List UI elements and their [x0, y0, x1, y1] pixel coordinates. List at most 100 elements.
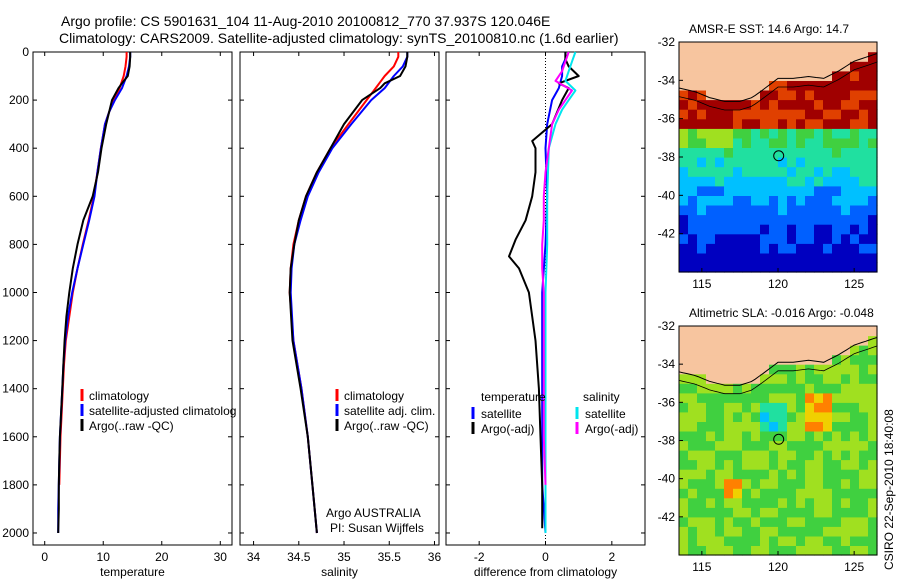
sst_map-cell — [778, 118, 788, 129]
sla_map-cell — [733, 392, 743, 403]
sla_map-cell — [706, 478, 716, 489]
sla_map-cell — [688, 459, 698, 470]
sla_map-cell — [760, 345, 770, 356]
sst_map-cell — [688, 42, 698, 53]
sst_map-cell — [715, 185, 725, 196]
sla_map-cell — [715, 354, 725, 365]
sst_map-cell — [805, 185, 815, 196]
sst_map-cell — [832, 89, 842, 101]
sla_map-cell — [679, 488, 689, 499]
sst_map-cell — [706, 118, 716, 129]
sla_map-cell — [841, 535, 851, 546]
sla_map-cell — [850, 497, 860, 508]
sla_map-cell — [832, 383, 842, 394]
sst_map-cell — [796, 89, 806, 101]
sla_map-cell — [823, 402, 833, 413]
sla_map-cell — [850, 392, 860, 403]
sla_map-cell — [688, 488, 698, 499]
sst_map-xtick-label: 120 — [768, 277, 788, 291]
sst_map-cell — [760, 252, 770, 263]
sst_map-cell — [832, 157, 842, 168]
sla_map-cell — [733, 364, 743, 375]
sla_map-cell — [841, 373, 851, 384]
sst_map-cell — [688, 109, 698, 120]
sla_map-cell — [796, 545, 806, 556]
sst_map-cell — [832, 252, 842, 263]
sst_map-cell — [796, 166, 806, 177]
sla_map-cell — [733, 497, 743, 508]
sst_map-cell — [733, 195, 743, 206]
sla_map-cell — [850, 345, 860, 356]
sla_map-cell — [724, 440, 734, 451]
sla_map-cell — [769, 516, 779, 527]
sla_map-cell — [697, 459, 707, 470]
sst_map-cell — [850, 118, 860, 129]
temperature-series-line-2 — [57, 52, 132, 534]
sst_map-cell — [751, 99, 761, 110]
sla_map-cell — [742, 450, 752, 461]
sst_map-ytick-label: -32 — [658, 35, 676, 49]
sla_map-cell — [742, 488, 752, 499]
sla_map-cell — [841, 516, 851, 527]
sla_map-cell — [724, 364, 734, 375]
sst_map-cell — [868, 214, 878, 225]
sla_map-cell — [706, 459, 716, 470]
sla_map-cell — [769, 488, 779, 499]
sst_map-cell — [760, 176, 770, 187]
sst_map-cell — [859, 214, 869, 225]
sla_map-cell — [742, 373, 752, 384]
sla_map-cell — [688, 440, 698, 451]
sst_map-cell — [859, 157, 869, 168]
panels-layer: 0 10 20 30020040060080010001200140016001800… — [2, 22, 878, 579]
sla_map-cell — [796, 373, 806, 384]
difference-legend-heading: temperature — [481, 390, 546, 404]
sla_map-cell — [679, 373, 689, 384]
sla_map-cell — [742, 402, 752, 413]
sla_map-cell — [841, 411, 851, 422]
sla_map-cell — [742, 364, 752, 375]
sst_map-cell — [742, 42, 752, 53]
sst_map-cell — [796, 195, 806, 206]
sst_map-cell — [742, 70, 752, 81]
sst_map-cell — [724, 185, 734, 196]
sla_map-cell — [769, 411, 779, 422]
sla_map-cell — [688, 383, 698, 394]
sst_map-cell — [751, 70, 761, 81]
sst_map-cell — [769, 185, 779, 196]
sst_map-cell — [697, 147, 707, 158]
sla_map-cell — [760, 354, 770, 365]
sst_map-cell — [787, 137, 797, 148]
sst_map-cell — [769, 233, 779, 244]
sst_map-cell — [859, 51, 869, 62]
sla_map-cell — [688, 516, 698, 527]
sla_map-cell — [733, 545, 743, 556]
sst_map-cell — [706, 157, 716, 168]
sla_map-xtick-label: 120 — [768, 560, 788, 574]
sla_map-cell — [697, 411, 707, 422]
sst_map-cell — [697, 157, 707, 168]
temperature-xtick-label: 10 — [97, 550, 111, 564]
sst_map-cell — [733, 252, 743, 263]
sst_map-cell — [760, 185, 770, 196]
sst_map-cell — [805, 128, 815, 139]
sla_map-ytick-label: -36 — [658, 395, 676, 409]
sla_map-cell — [706, 421, 716, 432]
sla_map-cell — [868, 469, 878, 480]
sla_map-cell — [751, 516, 761, 527]
sst_map-cell — [805, 252, 815, 263]
sla_map-cell — [679, 411, 689, 422]
sst_map-cell — [724, 157, 734, 168]
sla_map-cell — [751, 335, 761, 346]
sst_map-cell — [706, 89, 716, 101]
sst_map-cell — [751, 185, 761, 196]
sla_map-cell — [733, 411, 743, 422]
sst_map-cell — [850, 224, 860, 235]
sst_map-cell — [787, 224, 797, 235]
sla_map-cell — [733, 383, 743, 394]
sst_map-cell — [742, 204, 752, 216]
sla_map-cell — [787, 354, 797, 365]
sla_map-cell — [832, 488, 842, 499]
temperature-legend-label: climatology — [89, 389, 149, 403]
sst_map-cell — [679, 99, 689, 110]
